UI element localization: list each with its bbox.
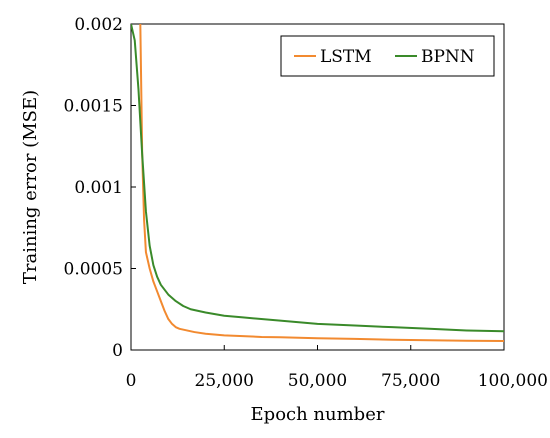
y-tick-label: 0	[112, 341, 123, 361]
legend-label-bpnn: BPNN	[421, 47, 475, 67]
x-axis-title: Epoch number	[251, 404, 385, 425]
y-tick-label: 0.002	[74, 15, 123, 35]
legend-label-lstm: LSTM	[320, 47, 372, 67]
x-tick-label: 75,000	[381, 371, 440, 391]
y-tick-label: 0.0005	[64, 260, 123, 280]
series-line-bpnn	[131, 24, 504, 333]
series-line-lstm	[139, 24, 504, 343]
series-layer	[131, 24, 504, 343]
legend: LSTM BPNN	[280, 35, 495, 77]
x-tick-label: 0	[126, 371, 137, 391]
y-tick-label: 0.001	[74, 178, 123, 198]
y-axis: 0 0.0005 0.001 0.0015 0.002	[64, 15, 136, 361]
x-tick-label: 100,000	[478, 371, 548, 391]
legend-box	[280, 35, 495, 77]
x-axis: 0 25,000 50,000 75,000 100,000	[126, 345, 548, 391]
y-tick-label: 0.0015	[64, 97, 123, 117]
x-tick-label: 25,000	[195, 371, 254, 391]
y-axis-title: Training error (MSE)	[20, 90, 41, 284]
x-tick-label: 50,000	[288, 371, 347, 391]
